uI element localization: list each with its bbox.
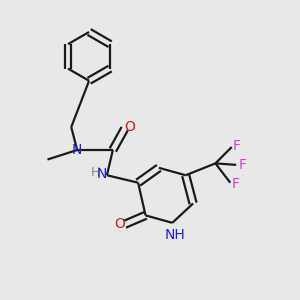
Text: F: F [233,139,241,152]
Text: O: O [114,217,125,231]
Text: O: O [124,120,136,134]
Text: H: H [90,167,100,179]
Text: N: N [72,143,83,157]
Text: F: F [232,177,240,191]
Text: NH: NH [165,228,186,242]
Text: N: N [96,167,107,182]
Text: F: F [238,158,246,172]
